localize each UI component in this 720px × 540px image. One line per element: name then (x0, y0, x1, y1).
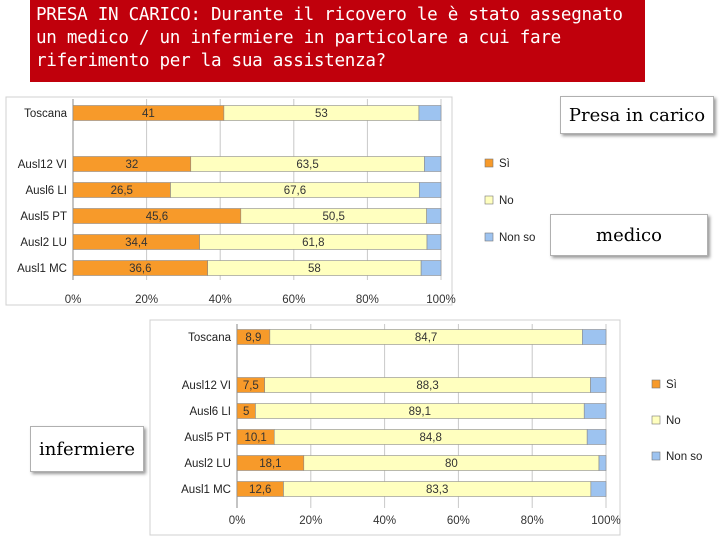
bar-segment (418, 105, 442, 121)
label-medico: medico (550, 214, 708, 256)
data-label: 41 (142, 108, 155, 120)
x-tick-label: 40% (373, 515, 396, 527)
category-label: Ausl2 LU (184, 458, 231, 470)
data-label: 32 (125, 159, 138, 171)
data-label: 83,3 (426, 484, 448, 496)
data-label: 58 (308, 263, 321, 275)
data-label: 63,5 (296, 159, 318, 171)
legend-label: Sì (499, 158, 510, 170)
data-label: 45,6 (146, 211, 168, 223)
data-label: 10,1 (244, 432, 266, 444)
category-label: Toscana (24, 108, 67, 120)
data-label: 67,6 (284, 185, 306, 197)
legend-swatch (651, 379, 661, 389)
bar-segment (586, 429, 607, 445)
bar-segment (420, 260, 442, 276)
data-label: 7,5 (243, 380, 259, 392)
category-label: Ausl5 PT (20, 211, 67, 223)
data-label: 18,1 (259, 458, 281, 470)
x-tick-label: 0% (65, 294, 82, 306)
data-label: 80 (445, 458, 458, 470)
bar-segment (590, 377, 607, 393)
legend-swatch (651, 451, 661, 461)
x-tick-label: 0% (229, 515, 246, 527)
data-label: 36,6 (129, 263, 151, 275)
data-label: 8,9 (245, 332, 261, 344)
category-label: Toscana (188, 332, 231, 344)
legend-swatch (484, 232, 494, 242)
category-label: Ausl5 PT (184, 432, 231, 444)
title-line-1: PRESA IN CARICO: Durante il ricovero le … (36, 5, 623, 25)
data-label: 26,5 (111, 185, 133, 197)
category-label: Ausl2 LU (20, 237, 67, 249)
legend-label: Non so (666, 451, 702, 463)
title-line-3: riferimento per la sua assistenza? (36, 51, 386, 71)
x-tick-label: 80% (356, 294, 379, 306)
data-label: 34,4 (125, 237, 148, 249)
bar-segment (426, 234, 442, 250)
bar-segment (598, 455, 607, 471)
category-label: Ausl6 LI (25, 185, 67, 197)
data-label: 84,7 (415, 332, 437, 344)
x-tick-label: 60% (282, 294, 305, 306)
bar-segment (418, 182, 442, 198)
legend-label: Sì (666, 379, 677, 391)
category-label: Ausl1 MC (17, 263, 67, 275)
data-label: 89,1 (409, 406, 431, 418)
x-tick-label: 80% (521, 515, 544, 527)
legend-swatch (651, 415, 661, 425)
label-infermiere: infermiere (30, 426, 144, 472)
x-tick-label: 20% (135, 294, 158, 306)
data-label: 53 (315, 108, 328, 120)
data-label: 61,8 (302, 237, 324, 249)
data-label: 88,3 (416, 380, 438, 392)
x-tick-label: 20% (299, 515, 322, 527)
x-tick-label: 60% (447, 515, 470, 527)
category-label: Ausl1 MC (181, 484, 231, 496)
category-label: Ausl12 VI (182, 380, 231, 392)
chart-medico: 0% 20% 40% 60% 80% 100% Toscana 41 53 Ausl12 VI 32… (5, 96, 535, 306)
x-tick-label: 100% (426, 294, 455, 306)
chart-infermiere: 0% 20% 40% 60% 80% 100% Toscana 8,9 84,7 Ausl12 V… (149, 319, 702, 536)
label-presa-in-carico: Presa in carico (560, 96, 714, 134)
bar-segment (424, 156, 442, 172)
legend-label: No (666, 415, 681, 427)
bar-segment (582, 329, 607, 345)
x-tick-label: 40% (209, 294, 232, 306)
x-tick-label: 100% (591, 515, 620, 527)
data-label: 12,6 (249, 484, 271, 496)
legend-swatch (484, 195, 494, 205)
title-banner: PRESA IN CARICO: Durante il ricovero le … (30, 0, 645, 82)
category-label: Ausl6 LI (189, 406, 231, 418)
data-label: 5 (243, 406, 249, 418)
data-label: 84,8 (420, 432, 442, 444)
bar-segment (583, 403, 607, 419)
bar-segment (590, 481, 607, 497)
legend-swatch (484, 158, 494, 168)
bar-segment (426, 208, 442, 224)
category-label: Ausl12 VI (18, 159, 67, 171)
title-line-2: un medico / un infermiere in particolare… (36, 28, 561, 48)
legend-label: Non so (499, 232, 535, 244)
data-label: 50,5 (323, 211, 345, 223)
legend-label: No (499, 195, 514, 207)
